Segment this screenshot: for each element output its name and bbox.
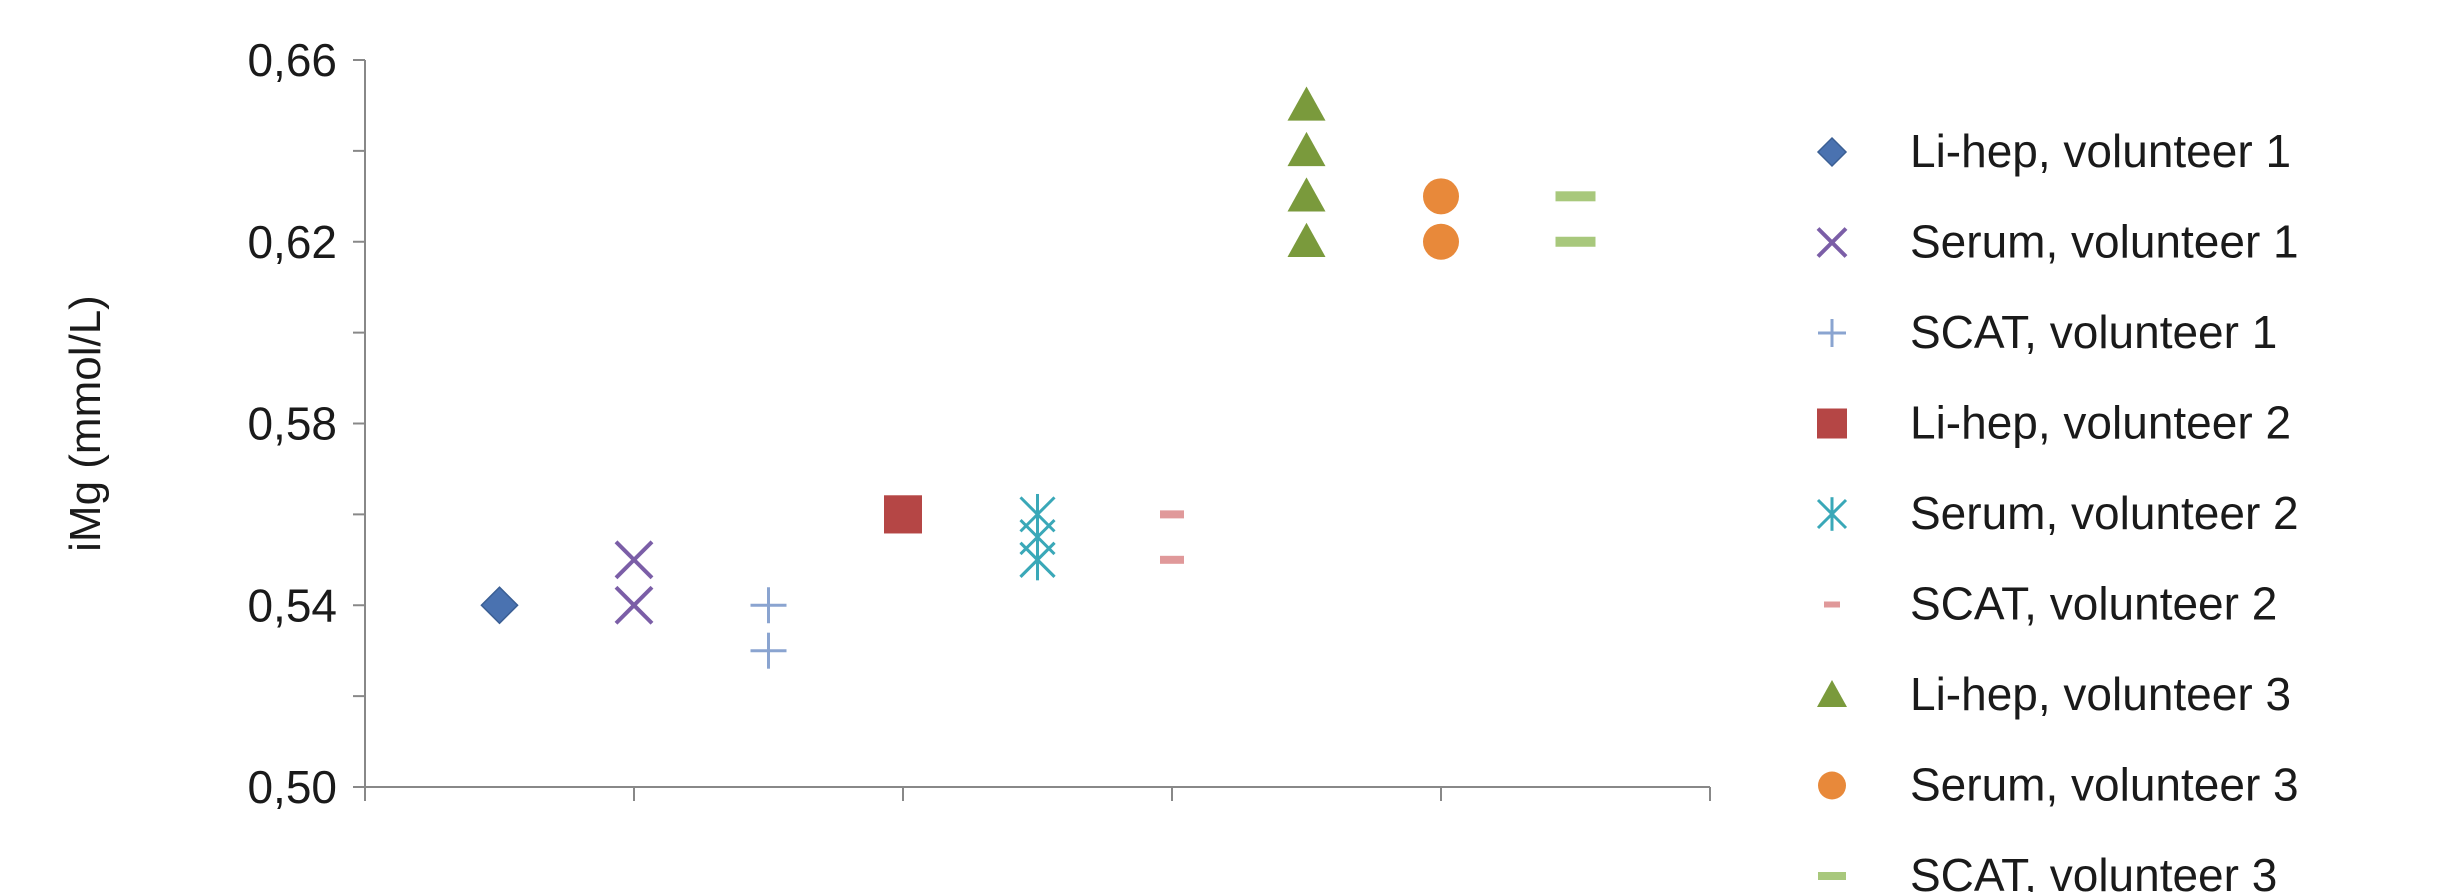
legend-item: Serum, volunteer 3 bbox=[1818, 759, 2299, 811]
legend-label: Serum, volunteer 1 bbox=[1910, 216, 2299, 268]
legend-item: Li-hep, volunteer 3 bbox=[1817, 668, 2291, 720]
data-point bbox=[750, 587, 787, 624]
data-point bbox=[1555, 191, 1596, 202]
data-point bbox=[1019, 539, 1056, 581]
legend-label: Li-hep, volunteer 1 bbox=[1910, 125, 2291, 177]
legend-label: SCAT, volunteer 3 bbox=[1910, 849, 2277, 892]
legend-label: Serum, volunteer 3 bbox=[1910, 759, 2299, 811]
legend-item: Serum, volunteer 2 bbox=[1816, 487, 2299, 539]
legend-marker bbox=[1816, 497, 1848, 531]
y-tick-label: 0,50 bbox=[247, 761, 337, 813]
data-point bbox=[1555, 236, 1596, 247]
data-point bbox=[1423, 223, 1459, 260]
data-point bbox=[1423, 178, 1459, 215]
y-tick-label: 0,58 bbox=[247, 398, 337, 450]
data-markers bbox=[480, 86, 1596, 669]
legend-item: SCAT, volunteer 2 bbox=[1824, 578, 2277, 630]
data-point bbox=[1160, 510, 1184, 519]
data-point bbox=[614, 585, 654, 625]
data-point bbox=[884, 495, 922, 534]
legend-marker bbox=[1824, 601, 1840, 608]
y-axis-title: iMg (mmol/L) bbox=[61, 295, 110, 552]
y-tick-label: 0,66 bbox=[247, 34, 337, 86]
x-axis-ticks bbox=[364, 787, 1711, 801]
legend-item: SCAT, volunteer 3 bbox=[1818, 849, 2277, 892]
plot-area: 0,50 0,54 0,58 0,62 0,66 iMg (mmol/L) bbox=[61, 34, 1711, 813]
data-point bbox=[1287, 86, 1326, 121]
legend-marker bbox=[1817, 408, 1847, 439]
y-tick-label: 0,62 bbox=[247, 216, 337, 268]
data-point bbox=[480, 586, 519, 625]
legend-marker bbox=[1818, 319, 1846, 347]
y-axis-ticks bbox=[353, 59, 365, 788]
data-point bbox=[1287, 177, 1326, 212]
y-axis-tick-labels: 0,50 0,54 0,58 0,62 0,66 bbox=[247, 34, 337, 813]
legend-label: SCAT, volunteer 2 bbox=[1910, 578, 2277, 630]
legend-label: Li-hep, volunteer 2 bbox=[1910, 397, 2291, 449]
legend-marker bbox=[1818, 872, 1846, 880]
legend-marker bbox=[1817, 680, 1847, 707]
data-point bbox=[1160, 555, 1184, 564]
legend-item: Serum, volunteer 1 bbox=[1816, 216, 2299, 268]
data-point bbox=[614, 540, 654, 580]
legend-label: SCAT, volunteer 1 bbox=[1910, 306, 2277, 358]
y-tick-label: 0,54 bbox=[247, 579, 337, 631]
legend-item: SCAT, volunteer 1 bbox=[1818, 306, 2277, 358]
legend-marker bbox=[1816, 136, 1848, 168]
legend-item: Li-hep, volunteer 1 bbox=[1816, 125, 2291, 177]
legend-marker bbox=[1818, 771, 1846, 800]
data-point bbox=[750, 632, 787, 669]
legend-item: Li-hep, volunteer 2 bbox=[1817, 397, 2291, 449]
legend-label: Li-hep, volunteer 3 bbox=[1910, 668, 2291, 720]
data-point bbox=[1287, 222, 1326, 257]
legend-label: Serum, volunteer 2 bbox=[1910, 487, 2299, 539]
legend: Li-hep, volunteer 1 Serum, volunteer 1 SCA… bbox=[1816, 125, 2299, 892]
legend-marker bbox=[1816, 227, 1848, 258]
data-point bbox=[1287, 131, 1326, 167]
